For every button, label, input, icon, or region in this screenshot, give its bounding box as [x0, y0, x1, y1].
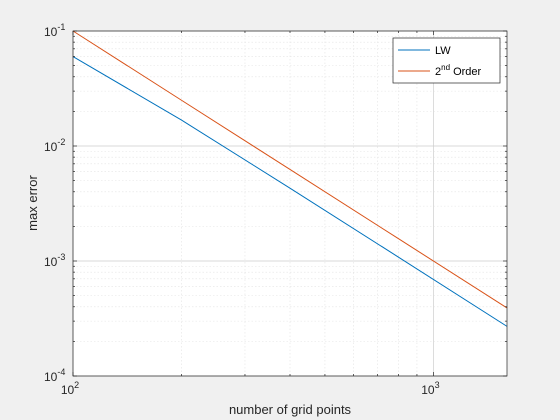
legend-label-2nd-order-sup: nd: [441, 63, 450, 72]
x-axis-label: number of grid points: [229, 402, 352, 417]
legend-label-2nd-order-base: 2: [435, 66, 441, 78]
series-lines: [72, 30, 508, 327]
y-tick-label: 10-2: [44, 137, 65, 154]
y-tick-label: 10-4: [44, 367, 65, 384]
legend-label-2nd-order-rest: Order: [450, 66, 482, 78]
legend-box: [392, 37, 501, 84]
y-axis-label: max error: [25, 175, 40, 231]
x-tick-label: 102: [61, 380, 79, 397]
series-line-2nd-order: [72, 30, 508, 309]
legend-label-lw: LW: [435, 45, 451, 57]
legend-label-2nd-order: 2nd Order: [435, 63, 482, 78]
x-tick-label: 103: [421, 380, 439, 397]
legend: LW 2nd Order: [392, 37, 501, 84]
tick-labels: 102 103 10-4 10-3 10-2 10-1: [44, 22, 440, 397]
tick-marks: [72, 30, 507, 377]
y-tick-label: 10-1: [44, 22, 65, 39]
series-line-lw: [72, 56, 508, 327]
y-tick-label: 10-3: [44, 252, 65, 269]
